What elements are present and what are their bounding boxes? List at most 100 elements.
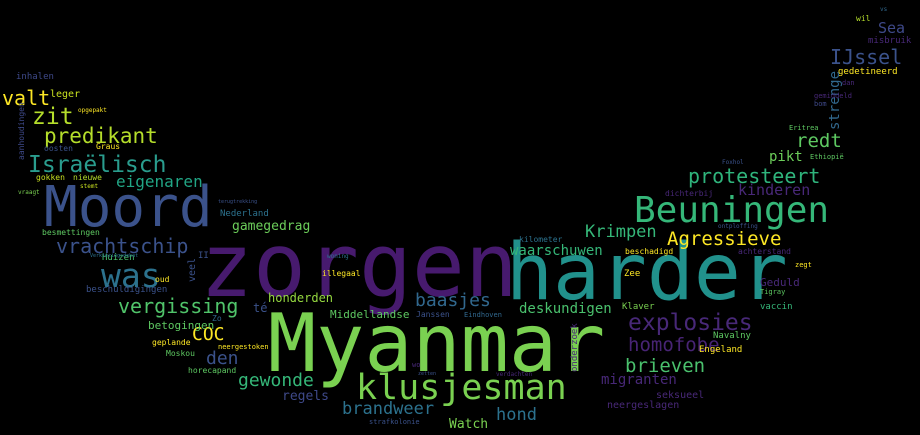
word: neergestoken xyxy=(218,343,269,351)
word: Tigray xyxy=(760,288,786,296)
word: protesteert xyxy=(688,164,821,188)
word: redt xyxy=(796,130,842,152)
word: pikt xyxy=(769,149,803,165)
word: was xyxy=(101,256,161,295)
word: Eindhoven xyxy=(464,311,502,319)
word: honderden xyxy=(268,291,334,305)
word: aanhoudingen xyxy=(17,102,26,160)
word: té xyxy=(253,301,268,315)
word: nieuwe xyxy=(73,173,102,182)
word: eigenaren xyxy=(116,172,203,191)
word: regels xyxy=(282,389,329,404)
word: vraagt xyxy=(18,189,40,196)
word: strenge xyxy=(827,70,843,130)
word: geplande xyxy=(152,338,191,347)
word: horecapand xyxy=(188,366,237,375)
word: IJssel xyxy=(830,45,903,69)
word: harder xyxy=(506,228,788,318)
word: COC xyxy=(192,324,225,345)
word: Eritrea xyxy=(789,124,819,132)
word: dichterbij xyxy=(665,189,714,198)
word: baasjes xyxy=(415,290,491,311)
word: vergissing xyxy=(118,294,239,318)
word: bom xyxy=(814,100,827,108)
word: gewonde xyxy=(238,370,314,391)
word: waarschuwen xyxy=(510,243,603,259)
word: vs xyxy=(880,6,888,13)
word: Moskou xyxy=(166,349,195,358)
word: zit xyxy=(32,104,74,130)
word: oud xyxy=(155,275,170,284)
word: misbruik xyxy=(868,36,912,46)
word: Watch xyxy=(449,417,489,432)
word: stemt xyxy=(80,183,99,190)
word: wil xyxy=(856,14,871,23)
word: Ethiopië xyxy=(810,153,844,161)
word: dan xyxy=(842,79,855,87)
word: inhalen xyxy=(16,72,54,82)
word: Myanmar xyxy=(268,297,606,390)
word: den xyxy=(206,348,239,369)
word: veel xyxy=(187,257,198,282)
word: neergeslagen xyxy=(607,400,680,411)
word: Klaver xyxy=(622,302,655,312)
word: gamegedrag xyxy=(232,219,311,234)
word: verdachten xyxy=(496,371,533,378)
word: predikant xyxy=(44,124,158,148)
word: Middellandse xyxy=(330,308,410,321)
word: Engeland xyxy=(699,345,743,355)
word: beschuldigingen xyxy=(86,285,168,295)
word: ontploffing xyxy=(718,223,758,230)
word: vrachtschip xyxy=(56,234,189,258)
word: Israëlisch xyxy=(28,152,167,178)
word: beschadigd xyxy=(625,247,674,256)
word: opgepakt xyxy=(78,107,107,114)
word: kilometer xyxy=(519,235,563,244)
word: Janssen xyxy=(416,310,450,319)
word: gokken xyxy=(36,173,65,182)
word: Geduld xyxy=(760,276,800,289)
word: kinderen xyxy=(738,181,811,199)
word: besmettingen xyxy=(42,228,100,237)
word: Graus xyxy=(96,142,121,151)
word: zetten xyxy=(418,371,437,377)
word: explosies xyxy=(628,310,753,336)
word: brieven xyxy=(625,355,706,377)
word: homofobe xyxy=(628,334,720,356)
word: Verkiezingsdebat xyxy=(90,253,139,259)
word: wo xyxy=(412,361,421,369)
word: zorgen xyxy=(200,214,518,317)
word: gemiddeld xyxy=(814,92,852,100)
word: hond xyxy=(496,405,537,425)
word: seksueel xyxy=(656,390,705,401)
word: Nederland xyxy=(220,209,269,219)
word: Moord xyxy=(44,175,213,240)
word: Huizen xyxy=(102,253,135,263)
word: betogingen xyxy=(148,319,215,332)
word: brandweer xyxy=(342,399,435,419)
word: Foxhol xyxy=(722,159,744,166)
word: leger xyxy=(50,89,81,100)
word: II xyxy=(198,251,209,261)
word: terugtrekking xyxy=(218,199,258,205)
word: Zee xyxy=(624,269,641,279)
word: oosten xyxy=(44,144,73,153)
word: Beuningen xyxy=(634,190,830,231)
word: valt xyxy=(2,86,51,110)
word: strafkolonie xyxy=(369,418,420,426)
word: woning xyxy=(327,253,349,260)
word: gedetineerd xyxy=(838,67,898,77)
word: deskundigen xyxy=(519,301,612,317)
word: Zo xyxy=(212,314,222,323)
word: onderzoek xyxy=(570,323,580,372)
word: klusjesman xyxy=(356,368,567,408)
word: zegt xyxy=(795,261,812,269)
word: Krimpen xyxy=(585,222,657,242)
word: Sea xyxy=(878,19,906,37)
word: Agressieve xyxy=(667,228,782,250)
word: illegaal xyxy=(322,269,361,278)
word: migranten xyxy=(601,372,677,388)
word: vaccin xyxy=(760,302,793,312)
word: Navalny xyxy=(713,331,751,341)
